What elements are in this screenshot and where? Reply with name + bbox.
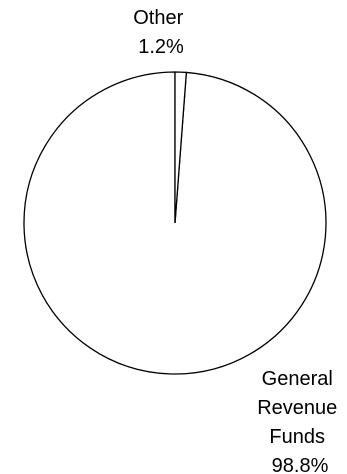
slice-label-general-revenue-funds-value: 98.8% bbox=[272, 455, 329, 474]
slice-label-general-revenue-funds: General Revenue Funds 98.8% bbox=[257, 368, 343, 474]
pie-slices bbox=[23, 71, 327, 375]
slice-label-general-revenue-funds-line-1: General bbox=[262, 368, 333, 390]
slice-label-other-value: 1.2% bbox=[138, 36, 184, 58]
slice-label-other-name: Other bbox=[133, 7, 183, 29]
slice-label-general-revenue-funds-line-2: Revenue bbox=[257, 397, 337, 419]
pie-slice-other bbox=[174, 71, 188, 224]
slice-label-other: Other 1.2% bbox=[133, 7, 189, 58]
slice-label-general-revenue-funds-line-3: Funds bbox=[269, 426, 325, 448]
pie-labels: Other 1.2% General Revenue Funds 98.8% bbox=[133, 7, 343, 474]
